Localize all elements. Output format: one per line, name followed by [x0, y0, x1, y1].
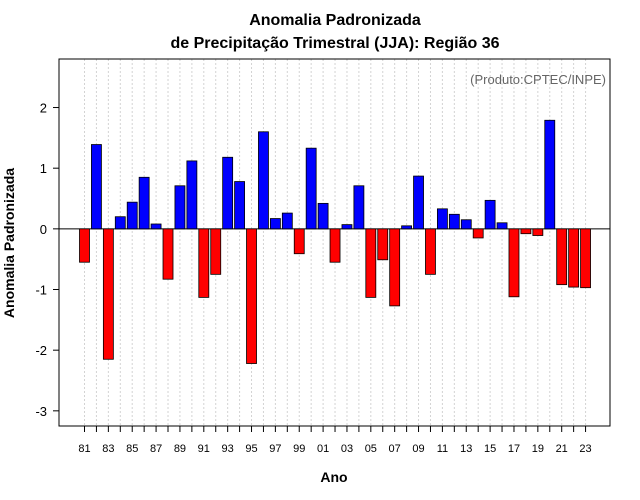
- x-axis-label: Ano: [320, 469, 347, 485]
- bar-13: [460, 219, 472, 230]
- bar-88: [162, 228, 174, 280]
- x-tick-label: 15: [484, 443, 496, 455]
- bar-19: [532, 228, 544, 236]
- y-tick-label: -2: [35, 343, 47, 358]
- y-axis-label: Anomalia Padronizada: [1, 168, 17, 318]
- x-tick-label: 17: [508, 443, 520, 455]
- bar-83: [102, 228, 114, 360]
- bar-15: [484, 199, 496, 230]
- credit-text: (Produto:CPTEC/INPE): [470, 72, 606, 87]
- bar-21: [556, 228, 568, 286]
- y-tick-label: 1: [40, 161, 47, 176]
- bar-99: [293, 228, 305, 255]
- bar-14: [472, 228, 484, 239]
- bar-12: [448, 213, 460, 230]
- chart-title-line2: de Precipitação Trimestral (JJA): Região…: [170, 35, 499, 52]
- bar-10: [425, 228, 436, 275]
- bar-17: [508, 228, 520, 298]
- bar-23: [580, 228, 591, 289]
- x-tick-label: 21: [556, 443, 568, 455]
- bar-94: [234, 181, 245, 230]
- bar-07: [389, 228, 401, 307]
- x-tick-label: 19: [532, 443, 544, 455]
- bar-90: [186, 160, 198, 230]
- bar-08: [401, 225, 413, 230]
- bar-81: [79, 228, 90, 263]
- x-tick-label: 13: [460, 443, 472, 455]
- x-tick-label: 85: [126, 443, 138, 455]
- bar-22: [568, 228, 580, 288]
- x-tick-label: 09: [412, 443, 424, 455]
- bar-00: [305, 147, 317, 230]
- x-tick-label: 95: [245, 443, 257, 455]
- bar-82: [91, 144, 102, 230]
- bar-95: [246, 228, 257, 364]
- x-tick-label: 07: [389, 443, 401, 455]
- x-tick-label: 05: [365, 443, 377, 455]
- bar-87: [150, 223, 162, 230]
- x-tick-label: 91: [198, 443, 210, 455]
- bar-89: [174, 185, 186, 230]
- bar-02: [329, 228, 341, 263]
- bar-85: [126, 201, 138, 230]
- bar-03: [341, 224, 353, 230]
- vertical-gridlines: [84, 59, 587, 426]
- bar-20: [544, 119, 556, 230]
- bar-09: [413, 175, 424, 230]
- x-tick-label: 81: [78, 443, 90, 455]
- bar-92: [210, 228, 222, 275]
- bar-05: [365, 228, 377, 298]
- bar-01: [317, 202, 329, 230]
- bar-16: [496, 222, 508, 230]
- bar-04: [353, 185, 365, 230]
- y-tick-label: 2: [40, 101, 47, 116]
- bar-98: [281, 212, 293, 230]
- x-tick-label: 83: [102, 443, 114, 455]
- y-axis: -3 -2 -1 0 1 2: [35, 101, 60, 419]
- bar-86: [138, 176, 150, 230]
- bar-18: [520, 228, 532, 235]
- x-tick-label: 11: [437, 443, 448, 455]
- bar-93: [222, 156, 234, 230]
- y-tick-label: -1: [35, 283, 47, 298]
- x-tick-label: 23: [579, 443, 591, 455]
- chart-title-line1: Anomalia Padronizada: [249, 12, 421, 29]
- y-tick-label: -3: [35, 404, 47, 419]
- x-tick-label: 01: [317, 443, 329, 455]
- bar-84: [114, 216, 126, 230]
- x-tick-label: 87: [150, 443, 162, 455]
- bar-96: [258, 131, 269, 230]
- x-tick-label: 89: [174, 443, 186, 455]
- x-tick-label: 99: [293, 443, 305, 455]
- x-tick-label: 93: [222, 443, 234, 455]
- x-tick-label: 03: [341, 443, 353, 455]
- x-tick-label: 97: [269, 443, 281, 455]
- x-axis: 81 83 85 87 89 91 93 95 97 99 01 03 05 07 09 11 13 15 17 19…: [78, 425, 592, 455]
- bar-11: [436, 208, 448, 230]
- bar-91: [198, 228, 210, 298]
- y-tick-label: 0: [40, 222, 47, 237]
- bar-97: [269, 218, 281, 230]
- bar-06: [377, 228, 389, 261]
- bars: [79, 119, 591, 364]
